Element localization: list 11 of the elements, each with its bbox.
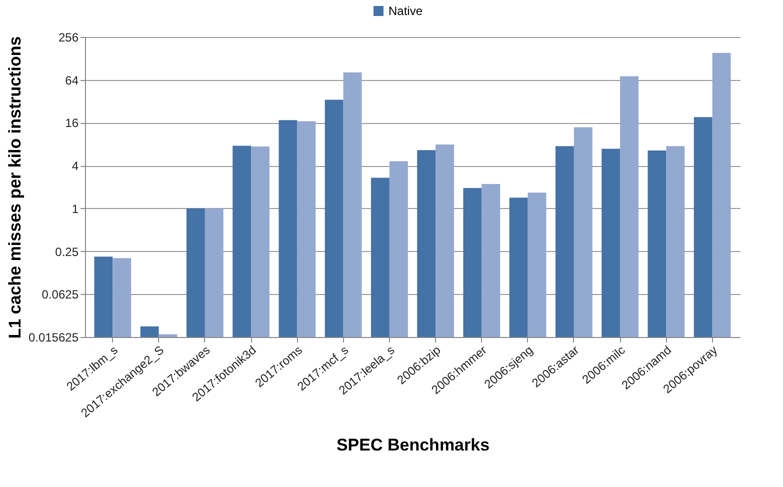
y-tick-label: 0.015625 xyxy=(28,330,79,344)
y-tick-label: 256 xyxy=(58,30,79,44)
legend-label: Native xyxy=(388,4,423,18)
y-tick-label: 1 xyxy=(72,202,79,216)
y-tick-label: 64 xyxy=(65,73,79,88)
y-tick-label: 0.25 xyxy=(55,244,79,259)
y-tick-label: 4 xyxy=(72,159,79,174)
y-axis-title: L1 cache misses per kilo instructions xyxy=(5,36,24,339)
y-tick-label: 16 xyxy=(65,116,79,130)
x-axis-title: SPEC Benchmarks xyxy=(336,435,490,454)
y-tick-label: 0.0625 xyxy=(42,288,79,302)
